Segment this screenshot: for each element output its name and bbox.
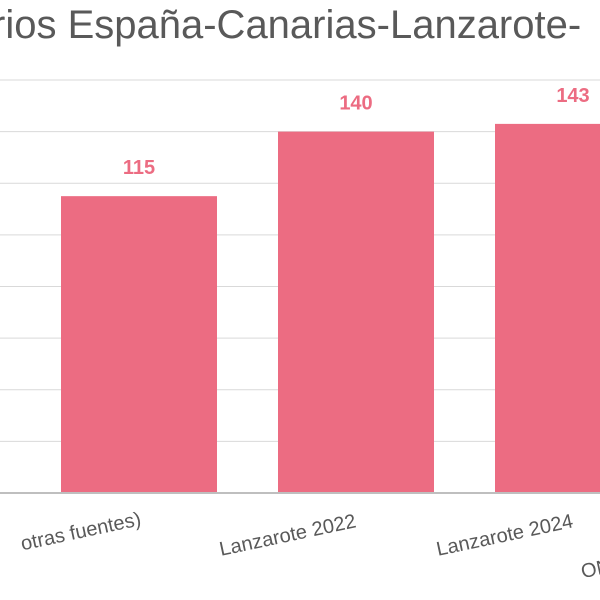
x-axis-tick-labels: otras fuentes) Lanzarote 2022 Lanzarote 20… xyxy=(19,508,600,583)
x-tick-label: otras fuentes) xyxy=(19,508,143,555)
value-label: 140 xyxy=(339,93,372,115)
value-label: 143 xyxy=(556,85,589,107)
x-tick-label: Lanzarote 2024 xyxy=(434,510,575,560)
chart-title: rios España-Canarias-Lanzarote- xyxy=(0,3,581,47)
bar xyxy=(278,131,434,493)
value-label: 115 xyxy=(123,157,155,179)
value-labels: 115 140 143 xyxy=(123,85,590,179)
x-tick-label: Lanzarote 2022 xyxy=(217,510,358,560)
bar xyxy=(61,196,217,493)
bars xyxy=(61,123,600,493)
bar xyxy=(495,123,600,493)
x-tick-label: ON xyxy=(579,555,600,583)
